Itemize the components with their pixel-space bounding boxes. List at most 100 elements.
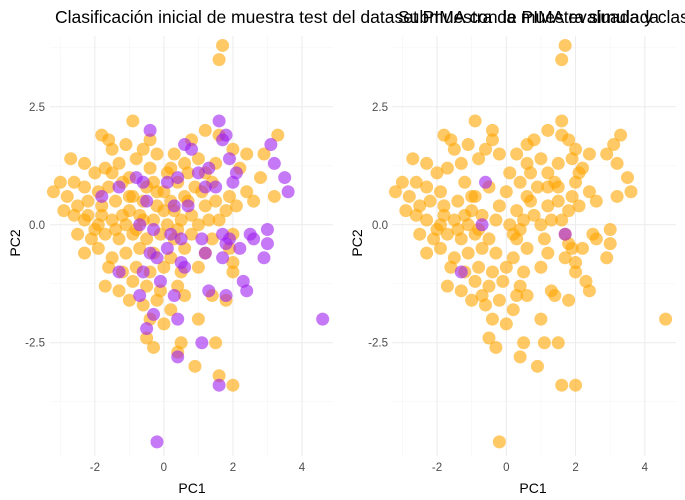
- left-point-series-0: [167, 147, 181, 161]
- right-point-series-0: [541, 246, 555, 260]
- left-point-series-0: [157, 317, 171, 331]
- left-chart-title: Clasificación inicial de muestra test de…: [55, 7, 659, 27]
- left-point-series-1: [147, 222, 161, 236]
- left-point-series-0: [95, 199, 109, 213]
- left-point-series-0: [164, 161, 178, 175]
- right-point-series-0: [454, 156, 468, 170]
- right-point-series-0: [569, 256, 583, 270]
- left-point-series-1: [164, 227, 178, 241]
- left-point-series-1: [198, 246, 212, 260]
- right-point-series-0: [534, 260, 548, 274]
- left-point-series-1: [191, 166, 205, 180]
- right-point-series-0: [603, 237, 617, 251]
- left-point-series-0: [143, 133, 157, 147]
- right-point-series-0: [513, 175, 527, 189]
- left-point-series-1: [202, 284, 216, 298]
- right-x-tick-label: 4: [642, 462, 649, 474]
- left-point-series-1: [222, 152, 236, 166]
- left-point-series-1: [198, 180, 212, 194]
- left-point-series-0: [181, 166, 195, 180]
- right-point-series-0: [499, 185, 513, 199]
- left-x-axis-label: PC1: [178, 480, 205, 496]
- right-y-tick-label: 0.0: [372, 220, 388, 232]
- right-point-series-0: [420, 246, 434, 260]
- left-point-series-0: [216, 38, 230, 52]
- left-point-series-1: [219, 128, 233, 142]
- left-point-series-0: [78, 180, 92, 194]
- right-point-series-0: [582, 284, 596, 298]
- right-point-series-0: [510, 204, 524, 218]
- right-point-series-0: [447, 142, 461, 156]
- left-point-series-0: [198, 199, 212, 213]
- right-point-series-0: [482, 331, 496, 345]
- left-point-series-0: [136, 142, 150, 156]
- right-x-tick-label: -2: [432, 462, 442, 474]
- left-point-series-0: [191, 260, 205, 274]
- right-y-axis-label: PC2: [349, 229, 365, 256]
- right-point-series-0: [458, 175, 472, 189]
- left-point-series-0: [140, 232, 154, 246]
- left-point-series-1: [260, 237, 274, 251]
- right-scatter-panel: -2 0 2 4 -2.5 0.0 2.5 PC1 PC2: [349, 36, 676, 496]
- left-point-series-1: [195, 336, 209, 350]
- right-point-series-0: [468, 114, 482, 128]
- left-point-series-0: [205, 232, 219, 246]
- left-point-series-0: [178, 289, 192, 303]
- left-point-series-0: [240, 147, 254, 161]
- right-y-tick-label: 2.5: [372, 102, 388, 114]
- left-ticks: -2 0 2 4 -2.5 0.0 2.5: [25, 102, 306, 474]
- right-point-series-0: [610, 189, 624, 203]
- right-point-series-0: [420, 213, 434, 227]
- left-point-series-1: [233, 241, 247, 255]
- right-point-series-0: [485, 123, 499, 137]
- right-point-series-0: [555, 114, 569, 128]
- right-point-series-0: [551, 336, 565, 350]
- left-point-series-0: [254, 171, 268, 185]
- right-point-series-0: [489, 213, 503, 227]
- left-point-series-0: [202, 213, 216, 227]
- left-point-series-0: [212, 213, 226, 227]
- right-point-series-0: [485, 265, 499, 279]
- right-point-series-0: [569, 175, 583, 189]
- left-point-series-0: [81, 194, 95, 208]
- right-point-series-0: [468, 274, 482, 288]
- left-point-series-1: [160, 175, 174, 189]
- left-point-series-1: [264, 138, 278, 152]
- left-point-series-1: [136, 265, 150, 279]
- left-point-series-0: [109, 222, 123, 236]
- left-point-series-1: [112, 265, 126, 279]
- left-point-series-1: [174, 232, 188, 246]
- left-point-series-1: [212, 378, 226, 392]
- right-point-series-0: [541, 199, 555, 213]
- left-point-series-1: [209, 180, 223, 194]
- left-point-series-1: [160, 241, 174, 255]
- right-point-series-0: [558, 38, 572, 52]
- right-point-series-0: [461, 138, 475, 152]
- left-point-series-0: [185, 227, 198, 241]
- left-point-series-1: [133, 289, 147, 303]
- right-point-series-0: [437, 199, 451, 213]
- left-point-series-0: [122, 293, 136, 307]
- left-point-series-1: [133, 218, 147, 232]
- right-point-series-0: [440, 227, 454, 241]
- right-point-series-0: [433, 241, 447, 255]
- right-point-series-0: [551, 194, 565, 208]
- left-point-series-0: [98, 279, 112, 293]
- left-point-series-0: [78, 156, 92, 170]
- right-point-series-0: [537, 232, 551, 246]
- left-y-tick-label: 2.5: [29, 102, 45, 114]
- right-point-series-0: [517, 336, 531, 350]
- right-point-series-0: [582, 147, 596, 161]
- right-point-series-0: [406, 152, 420, 166]
- right-point-series-0: [395, 175, 409, 189]
- left-point-series-1: [247, 232, 261, 246]
- right-point-series-0: [454, 284, 468, 298]
- left-point-series-0: [67, 175, 81, 189]
- right-y-tick-label: -2.5: [368, 338, 388, 350]
- left-point-series-0: [140, 279, 154, 293]
- left-point-series-0: [212, 369, 226, 383]
- left-point-series-0: [226, 256, 240, 270]
- left-point-series-0: [64, 152, 78, 166]
- right-point-series-0: [537, 336, 551, 350]
